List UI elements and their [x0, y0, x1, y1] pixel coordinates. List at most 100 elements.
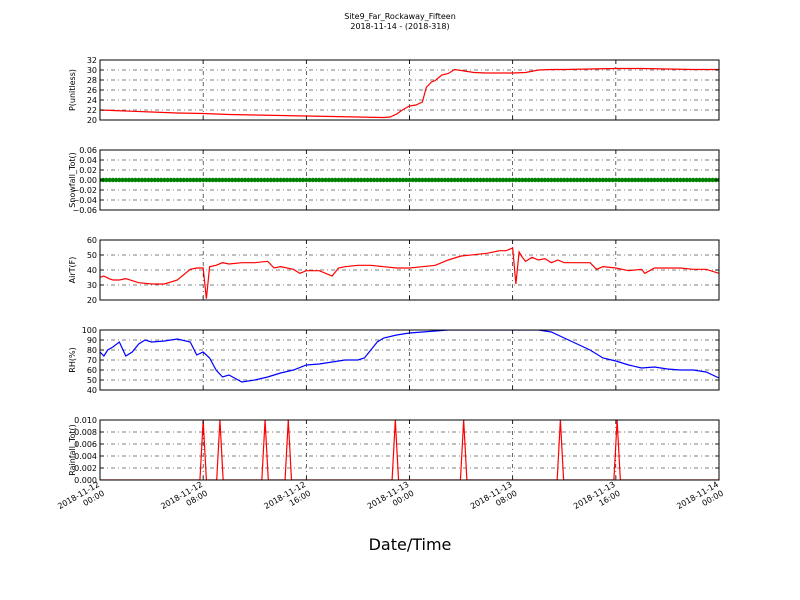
- data-point: [668, 177, 673, 183]
- data-point: [684, 177, 689, 183]
- data-point: [178, 177, 183, 183]
- x-tick-label: 2018-11-1400:00: [675, 480, 725, 520]
- data-point: [249, 177, 254, 183]
- x-tick-labels: 2018-11-1200:00 2018-11-1208:00 2018-11-12…: [56, 480, 725, 520]
- data-point: [384, 177, 390, 183]
- data-point: [710, 177, 715, 183]
- data-point: [620, 177, 625, 183]
- data-point: [471, 177, 477, 183]
- data-point: [397, 177, 403, 183]
- y-tick-label: 0.002: [74, 464, 97, 473]
- data-point: [400, 177, 406, 183]
- data-point: [516, 177, 522, 183]
- subplot-5: 0.000 0.002 0.004 0.006 0.008 0.010Rainfall_T…: [68, 416, 720, 485]
- data-point: [520, 177, 525, 183]
- y-tick-label: 30: [87, 66, 97, 75]
- data-point: [703, 177, 709, 183]
- data-point: [484, 177, 490, 183]
- y-tick-label: −0.04: [72, 196, 97, 205]
- data-point: [594, 177, 599, 183]
- data-point: [368, 177, 374, 183]
- data-point: [568, 177, 573, 183]
- y-tick-label: 0.006: [74, 440, 97, 449]
- data-point: [420, 177, 425, 183]
- data-point: [281, 177, 286, 183]
- x-tick-label: 2018-11-1308:00: [469, 480, 519, 520]
- data-point: [223, 177, 228, 183]
- data-point: [207, 177, 212, 183]
- data-point: [175, 177, 180, 183]
- data-point: [378, 177, 383, 183]
- data-point: [565, 177, 570, 183]
- data-point: [346, 177, 351, 183]
- series-group: [100, 420, 719, 480]
- y-tick-label: 60: [87, 236, 97, 245]
- x-tick-label: 2018-11-1300:00: [366, 480, 416, 520]
- data-point: [313, 177, 319, 183]
- data-point: [613, 177, 619, 183]
- series-group: [100, 247, 719, 299]
- data-point: [603, 177, 609, 183]
- data-point: [529, 177, 535, 183]
- y-tick-label: 32: [87, 56, 97, 65]
- data-point: [491, 177, 496, 183]
- data-point: [404, 177, 409, 183]
- data-point: [391, 177, 396, 183]
- data-point: [387, 177, 393, 183]
- data-point: [365, 177, 370, 183]
- y-tick-label: 0.010: [74, 416, 97, 425]
- data-point: [188, 177, 193, 183]
- y-tick-label: 22: [87, 106, 97, 115]
- data-point: [410, 177, 415, 183]
- data-point: [691, 177, 696, 183]
- y-axis-label: Rainfall_Tot(): [68, 424, 77, 476]
- y-tick-label: 20: [87, 296, 97, 305]
- data-point: [642, 177, 648, 183]
- data-point: [607, 177, 612, 183]
- data-point: [591, 177, 596, 183]
- data-point: [523, 177, 528, 183]
- data-point: [413, 177, 419, 183]
- data-point: [233, 177, 238, 183]
- data-point: [162, 177, 167, 183]
- data-point: [326, 177, 332, 183]
- data-point: [181, 177, 187, 183]
- data-point: [507, 177, 512, 183]
- data-point: [504, 177, 509, 183]
- y-tick-label: 90: [87, 336, 97, 345]
- y-tick-label: 0.008: [74, 428, 97, 437]
- data-point: [329, 177, 335, 183]
- data-point: [304, 177, 309, 183]
- data-point: [271, 177, 277, 183]
- data-point: [481, 177, 486, 183]
- y-axis-label: RH(%): [68, 347, 77, 372]
- data-point: [658, 177, 664, 183]
- data-point: [465, 177, 470, 183]
- subplot-3: 20 30 40 50 60 AirT(F): [68, 236, 720, 305]
- data-point: [371, 177, 377, 183]
- data-point: [497, 177, 502, 183]
- y-tick-label: 20: [87, 116, 97, 125]
- data-point: [455, 177, 461, 183]
- data-point: [707, 177, 712, 183]
- data-point: [558, 177, 564, 183]
- data-point: [320, 177, 325, 183]
- data-point: [571, 177, 577, 183]
- data-point: [616, 177, 622, 183]
- data-point: [165, 177, 170, 183]
- data-point: [310, 177, 315, 183]
- data-point: [123, 177, 128, 183]
- series-line: [100, 330, 719, 383]
- data-point: [623, 177, 628, 183]
- data-point: [562, 177, 567, 183]
- y-tick-label: 0.04: [79, 156, 97, 165]
- y-tick-label: 100: [82, 326, 97, 335]
- data-point: [226, 177, 232, 183]
- data-point: [578, 177, 583, 183]
- data-point: [436, 177, 441, 183]
- data-point: [191, 177, 196, 183]
- subplot-2: −0.06−0.04−0.020.000.020.040.06Snowfall_…: [68, 146, 720, 215]
- data-point: [349, 177, 354, 183]
